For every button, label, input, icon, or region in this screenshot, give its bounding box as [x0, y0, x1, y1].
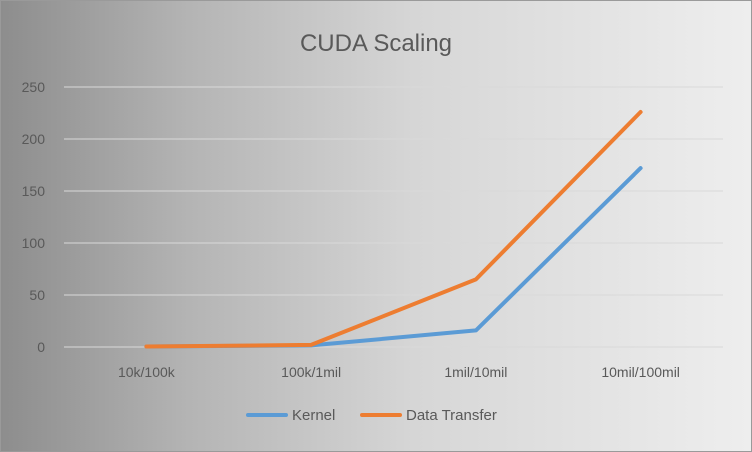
- x-tick-label: 10mil/100mil: [601, 364, 680, 380]
- x-tick-label: 1mil/10mil: [444, 364, 507, 380]
- legend-label: Kernel: [292, 407, 335, 424]
- gridlines: [64, 86, 723, 348]
- series-lines: [144, 110, 643, 349]
- x-axis-tick-labels: 10k/100k 100k/1mil 1mil/10mil 10mil/100mil: [118, 364, 680, 380]
- y-axis-tick-labels: 0 50 100 150 200 250: [22, 79, 46, 355]
- x-tick-label: 10k/100k: [118, 364, 176, 380]
- y-tick-label: 250: [22, 79, 46, 95]
- y-tick-label: 0: [37, 339, 45, 355]
- x-tick-label: 100k/1mil: [281, 364, 341, 380]
- legend: Kernel Data Transfer: [246, 407, 497, 424]
- series-line-kernel: [144, 166, 643, 349]
- y-tick-label: 50: [29, 287, 45, 303]
- legend-label: Data Transfer: [406, 407, 497, 424]
- y-tick-label: 100: [22, 235, 46, 251]
- y-tick-label: 200: [22, 131, 46, 147]
- y-tick-label: 150: [22, 183, 46, 199]
- chart-title: CUDA Scaling: [300, 30, 452, 57]
- series-line-data-transfer: [144, 110, 643, 349]
